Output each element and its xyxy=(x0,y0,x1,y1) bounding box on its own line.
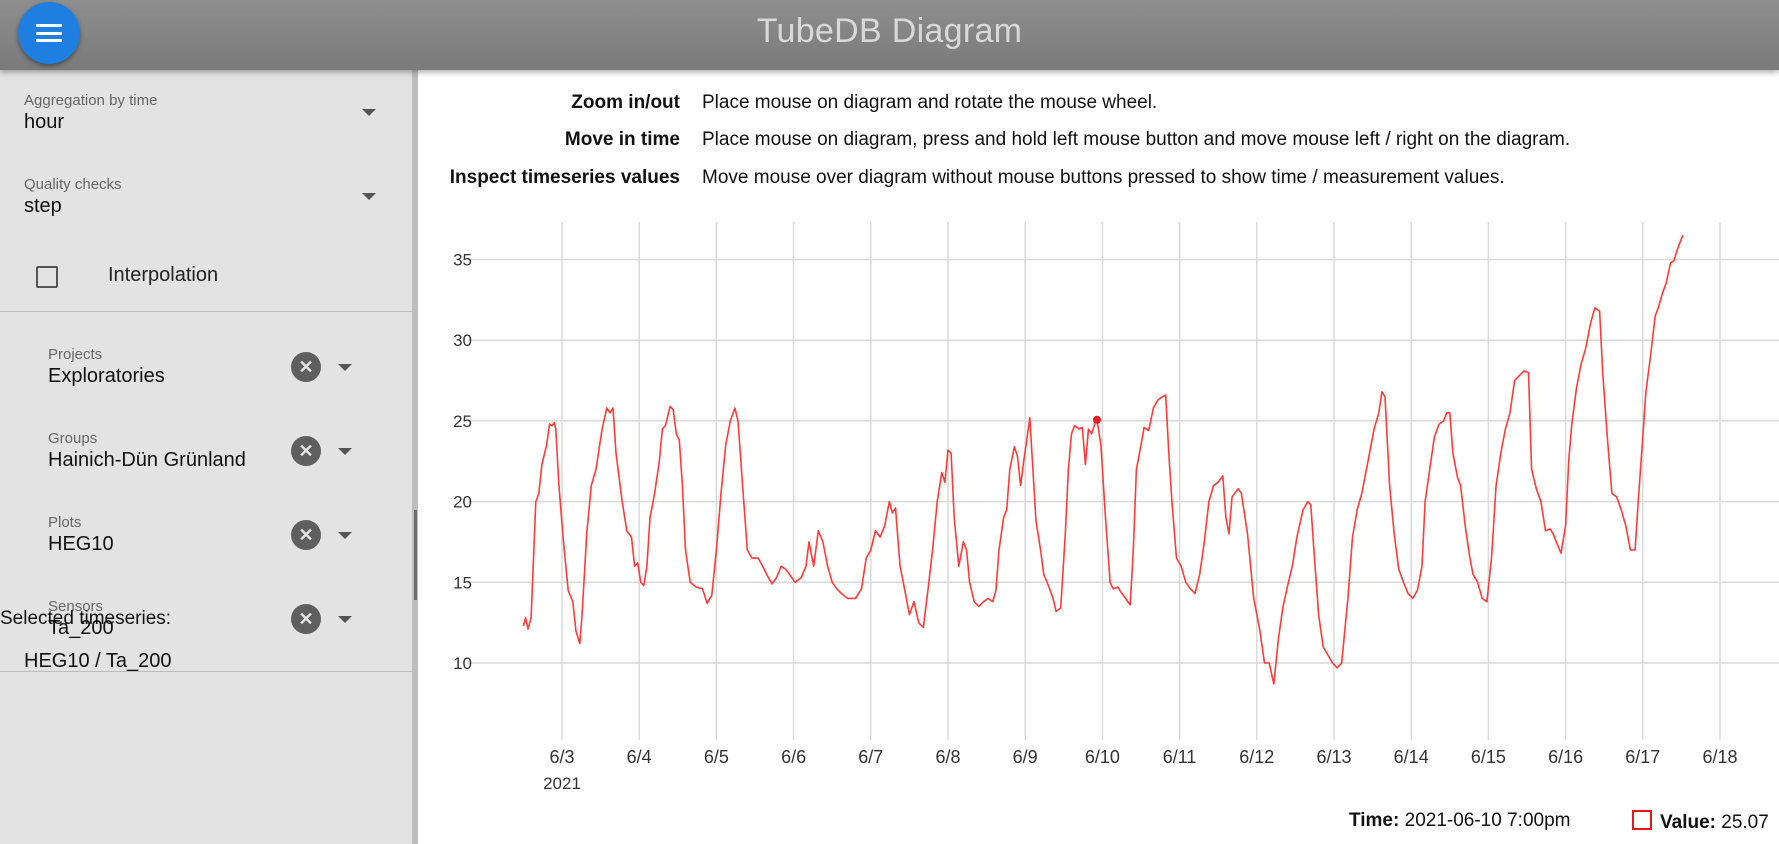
status-time: Time: 2021-06-10 7:00pm xyxy=(1349,810,1570,832)
status-value-value: 25.07 xyxy=(1721,812,1769,833)
projects-label: Projects xyxy=(48,346,103,363)
status-time-value: 2021-06-10 7:00pm xyxy=(1404,810,1571,831)
chevron-down-icon[interactable] xyxy=(362,193,376,200)
divider xyxy=(0,671,412,672)
x-tick-label: 6/10 xyxy=(1085,747,1120,767)
menu-button[interactable] xyxy=(18,2,80,64)
sensors-value: Ta_200 xyxy=(48,617,114,639)
projects-select[interactable]: Projects Exploratories xyxy=(48,346,288,388)
aggregation-select[interactable]: Aggregation by time hour xyxy=(24,92,384,134)
divider xyxy=(0,311,412,312)
quality-select[interactable]: Quality checks step xyxy=(24,176,384,218)
x-tick-label: 6/17 xyxy=(1625,747,1660,767)
x-tick-label: 6/16 xyxy=(1548,747,1583,767)
status-value-label: Value: xyxy=(1660,812,1716,833)
x-tick-label: 6/3 xyxy=(549,747,574,767)
y-tick-label: 10 xyxy=(453,654,472,673)
help-key: Inspect timeseries values xyxy=(449,167,680,188)
aggregation-label: Aggregation by time xyxy=(24,92,158,109)
chevron-down-icon[interactable] xyxy=(338,448,352,455)
x-year-label: 2021 xyxy=(543,774,581,793)
quality-value: step xyxy=(24,195,62,217)
sidebar: Aggregation by time hour Quality checks … xyxy=(0,70,412,844)
splitter-handle[interactable] xyxy=(414,510,417,600)
hamburger-icon xyxy=(36,24,62,42)
y-tick-label: 30 xyxy=(453,331,472,350)
chevron-down-icon[interactable] xyxy=(338,364,352,371)
sensors-select[interactable]: Sensors Ta_200 xyxy=(48,598,288,640)
highlight-point xyxy=(1092,415,1101,424)
status-time-label: Time: xyxy=(1349,810,1400,831)
x-tick-label: 6/14 xyxy=(1394,747,1429,767)
chevron-down-icon[interactable] xyxy=(338,616,352,623)
app-header: TubeDB Diagram xyxy=(0,0,1779,70)
interpolation-checkbox[interactable] xyxy=(36,266,58,288)
x-tick-label: 6/18 xyxy=(1702,747,1737,767)
help-key: Zoom in/out xyxy=(571,92,680,113)
projects-value: Exploratories xyxy=(48,365,165,387)
help-value: Place mouse on diagram, press and hold l… xyxy=(702,129,1571,150)
timeseries-chart[interactable]: 6/3 6/4 6/5 6/6 6/7 6/8 6/9 6/10 6/11 6/12 6/13 6/1… xyxy=(418,210,1779,800)
x-tick-label: 6/12 xyxy=(1239,747,1274,767)
y-tick-label: 15 xyxy=(453,573,472,592)
plots-clear-icon[interactable]: ✕ xyxy=(291,520,321,550)
y-tick-label: 20 xyxy=(453,493,472,512)
quality-label: Quality checks xyxy=(24,176,122,193)
sidebar-splitter[interactable] xyxy=(412,70,418,844)
x-tick-label: 6/15 xyxy=(1471,747,1506,767)
help-value: Move mouse over diagram without mouse bu… xyxy=(702,167,1505,188)
groups-select[interactable]: Groups Hainich-Dün Grünland xyxy=(48,430,288,472)
y-tick-label: 35 xyxy=(453,251,472,270)
x-tick-label: 6/8 xyxy=(935,747,960,767)
plots-label: Plots xyxy=(48,514,82,531)
x-tick-label: 6/4 xyxy=(627,747,652,767)
interpolation-label: Interpolation xyxy=(108,264,219,286)
status-value: Value: 25.07 xyxy=(1632,810,1769,834)
x-tick-label: 6/5 xyxy=(704,747,729,767)
series-line xyxy=(522,234,1684,685)
x-tick-label: 6/7 xyxy=(858,747,883,767)
x-tick-label: 6/11 xyxy=(1163,747,1197,767)
chevron-down-icon[interactable] xyxy=(338,532,352,539)
groups-clear-icon[interactable]: ✕ xyxy=(291,436,321,466)
series-legend-icon xyxy=(1632,810,1652,830)
help-value: Place mouse on diagram and rotate the mo… xyxy=(702,92,1158,113)
chevron-down-icon[interactable] xyxy=(362,109,376,116)
groups-label: Groups xyxy=(48,430,98,447)
selected-timeseries-title: Selected timeseries: xyxy=(0,608,172,629)
aggregation-value: hour xyxy=(24,111,65,133)
plots-value: HEG10 xyxy=(48,533,114,555)
selected-timeseries-item[interactable]: HEG10 / Ta_200 xyxy=(24,650,172,672)
y-tick-label: 25 xyxy=(453,412,472,431)
projects-clear-icon[interactable]: ✕ xyxy=(291,352,321,382)
x-tick-label: 6/6 xyxy=(781,747,806,767)
help-key: Move in time xyxy=(564,129,680,150)
x-tick-label: 6/13 xyxy=(1316,747,1351,767)
plots-select[interactable]: Plots HEG10 xyxy=(48,514,288,556)
sensors-label: Sensors xyxy=(48,598,104,615)
app-title: TubeDB Diagram xyxy=(756,12,1023,50)
x-tick-label: 6/9 xyxy=(1013,747,1038,767)
sensors-clear-icon[interactable]: ✕ xyxy=(291,604,321,634)
groups-value: Hainich-Dün Grünland xyxy=(48,449,246,471)
